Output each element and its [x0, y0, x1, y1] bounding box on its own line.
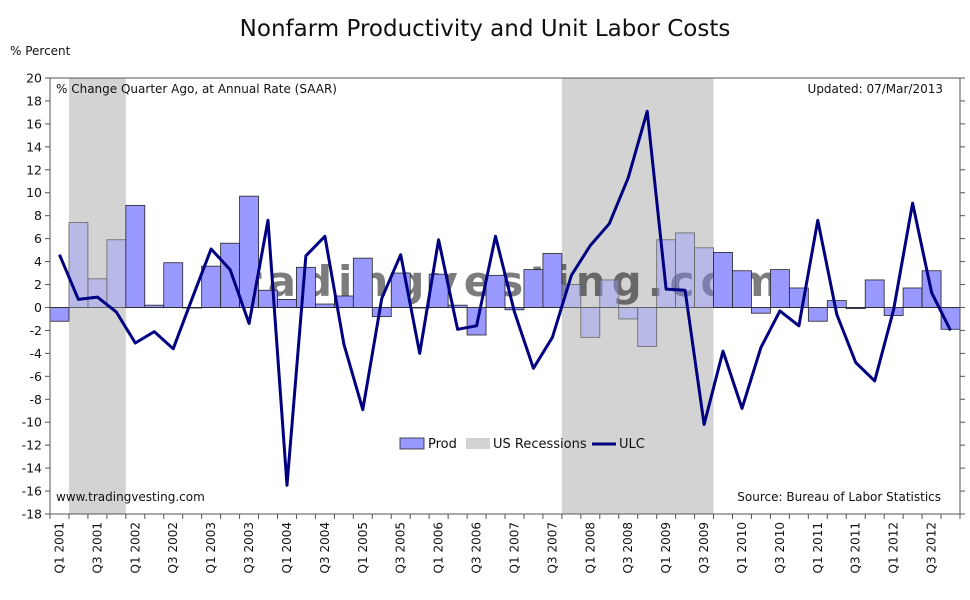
- x-tick-label: Q1 2011: [811, 522, 825, 573]
- prod-bar: [599, 279, 620, 308]
- prod-bar: [182, 307, 203, 309]
- prod-bar: [542, 253, 563, 308]
- y-tick-label: 12: [26, 162, 42, 177]
- y-tick-label: 18: [26, 93, 42, 108]
- y-tick-label: -18: [22, 507, 42, 522]
- chart-title: Nonfarm Productivity and Unit Labor Cost…: [239, 16, 731, 42]
- x-tick-label: Q1 2001: [53, 522, 67, 573]
- prod-bar: [68, 222, 89, 308]
- x-tick-label: Q1 2005: [356, 522, 370, 573]
- x-tick-label: Q3 2006: [470, 522, 484, 573]
- x-tick-label: Q1 2009: [659, 522, 673, 573]
- x-tick-label: Q1 2010: [735, 522, 749, 573]
- subtitle-text: % Change Quarter Ago, at Annual Rate (SA…: [56, 82, 337, 96]
- x-tick-label: Q1 2007: [508, 522, 522, 573]
- prod-bar: [902, 287, 923, 308]
- y-tick-label: 6: [34, 231, 42, 246]
- x-tick-label: Q3 2011: [849, 522, 863, 573]
- prod-bar: [826, 300, 847, 308]
- x-tick-label: Q3 2001: [90, 522, 104, 573]
- prod-bar: [106, 239, 127, 308]
- prod-bar: [352, 257, 373, 308]
- y-tick-label: -10: [22, 415, 42, 430]
- ulc-line-group: [58, 109, 952, 487]
- y-tick-label: 2: [34, 277, 42, 292]
- y-tick-label: -6: [30, 369, 43, 384]
- y-tick-label: -8: [30, 392, 43, 407]
- prod-bar: [656, 239, 677, 308]
- y-tick-label: -4: [30, 346, 43, 361]
- legend-recession-swatch: [466, 438, 490, 449]
- x-tick-label: Q1 2002: [128, 522, 142, 573]
- x-tick-label: Q3 2003: [242, 522, 256, 573]
- x-tick-label: Q1 2012: [887, 522, 901, 573]
- legend-prod-label: Prod: [428, 437, 457, 452]
- prod-bar: [864, 279, 885, 308]
- prod-bar: [144, 304, 165, 308]
- y-tick-label: -16: [22, 484, 42, 499]
- y-tick-label: -14: [22, 461, 42, 476]
- prod-bars: [49, 195, 961, 347]
- source-text: Source: Bureau of Labor Statistics: [737, 490, 941, 504]
- prod-bar: [523, 269, 544, 308]
- prod-bar: [618, 307, 639, 320]
- prod-bar: [732, 270, 752, 308]
- prod-bar: [694, 247, 714, 308]
- y-tick-label: 4: [34, 254, 42, 269]
- prod-bar: [447, 304, 468, 308]
- prod-bar: [807, 307, 828, 322]
- x-tick-label: Q3 2010: [773, 522, 787, 573]
- x-tick-label: Q3 2002: [166, 522, 180, 573]
- y-tick-label: 16: [26, 116, 42, 131]
- prod-bar: [371, 307, 392, 318]
- prod-bar: [751, 307, 771, 314]
- prod-bar: [220, 242, 240, 308]
- x-tick-label: Q3 2008: [621, 522, 635, 573]
- recession-band-2: [561, 78, 714, 514]
- prod-bar: [770, 269, 790, 308]
- updated-text: Updated: 07/Mar/2013: [808, 82, 943, 96]
- y-axis-unit-label: % Percent: [10, 44, 71, 58]
- x-tick-label: Q1 2003: [204, 522, 218, 573]
- x-tick-label: Q3 2009: [697, 522, 711, 573]
- website-text: www.tradingvesting.com: [56, 490, 205, 504]
- x-tick-label: Q1 2008: [583, 522, 597, 573]
- legend-prod-swatch: [399, 437, 425, 450]
- legend-ulc-label: ULC: [619, 437, 645, 452]
- prod-bar: [713, 251, 733, 308]
- prod-bar: [845, 307, 866, 310]
- prod-bar: [485, 274, 506, 308]
- prod-bar: [637, 307, 658, 347]
- x-tick-label: Q3 2005: [394, 522, 408, 573]
- x-tick-label: Q1 2004: [280, 522, 294, 573]
- prod-bar: [277, 299, 297, 308]
- x-tick-label: Q3 2004: [318, 522, 332, 573]
- ulc-line: [58, 109, 952, 487]
- y-tick-label: 8: [34, 208, 42, 223]
- x-tick-label: Q3 2007: [545, 522, 559, 573]
- x-axis: Q1 2001 Q3 2001 Q1 2002 Q3 2002 Q1 2003 Q3 20…: [49, 514, 961, 573]
- y-tick-label: 10: [26, 185, 42, 200]
- y-tick-label: -12: [22, 438, 42, 453]
- prod-bar: [315, 303, 335, 308]
- y-tick-label: 20: [26, 71, 42, 86]
- prod-bar: [580, 307, 601, 338]
- y-tick-label: 0: [34, 300, 42, 315]
- prod-bar: [49, 307, 70, 322]
- x-tick-label: Q1 2006: [432, 522, 446, 573]
- prod-bar: [163, 262, 184, 308]
- y-tick-label: 14: [26, 139, 42, 154]
- legend: Prod US Recessions ULC: [399, 437, 645, 452]
- x-tick-label: Q3 2012: [925, 522, 939, 573]
- prod-bar: [125, 204, 146, 308]
- legend-recession-label: US Recessions: [493, 437, 587, 452]
- y-tick-label: -2: [30, 323, 42, 338]
- prod-bar: [201, 265, 222, 308]
- prod-bar: [239, 195, 259, 308]
